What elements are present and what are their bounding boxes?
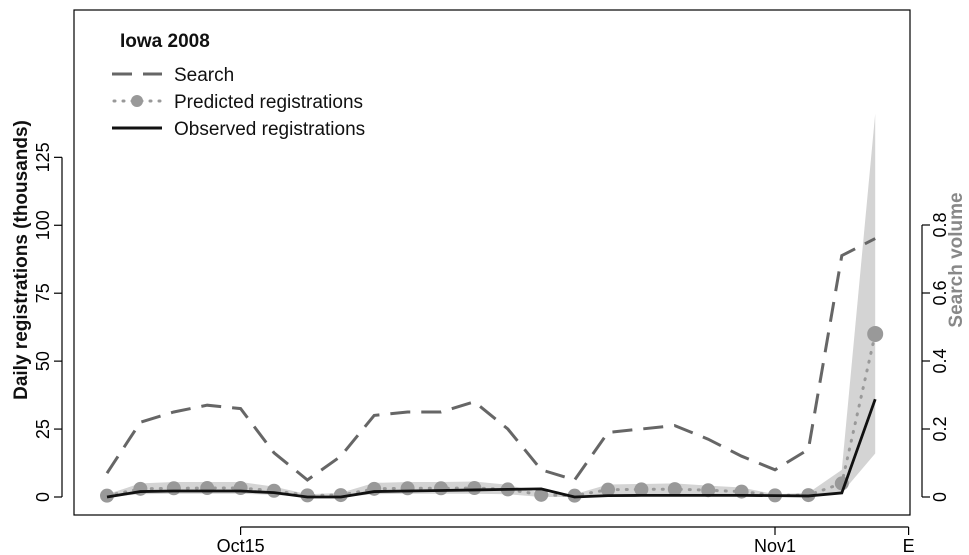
confidence-band [107,113,876,497]
y2-tick-label: 0.2 [930,416,950,441]
predicted-point [701,483,716,498]
predicted-point [233,481,248,496]
plot-frame [73,9,911,516]
y2-tick-label: 0.6 [930,280,950,305]
y2-tick-label: 0.4 [930,348,950,373]
y-tick-label: 0 [33,492,53,502]
y2-tick-label: 0.8 [930,212,950,237]
predicted-point [300,488,315,503]
y-tick-label: 125 [33,142,53,172]
axis-layer: 0 25 50 75 100 125 0 0.2 0.4 0.6 0.8 Oct15 Nov1 E [33,142,950,555]
legend: Search Predicted registrations Observed re… [112,65,365,140]
series-line-observed [106,398,877,499]
legend-label: Predicted registrations [174,92,363,113]
series-line-search [105,237,876,482]
predicted-point [467,481,482,496]
predicted-point [534,487,549,502]
y-tick-label: 50 [33,351,53,371]
predicted-point [333,488,348,503]
predicted-point [400,481,415,496]
predicted-point [667,482,682,497]
y-tick-label: 75 [33,283,53,303]
predicted-point [634,482,649,497]
predicted-point [166,481,181,496]
series-layer [100,237,884,503]
legend-item: Observed registrations [112,119,365,140]
predicted-point [200,481,215,496]
x-tick-label: Nov1 [754,536,796,555]
predicted-point [267,483,281,498]
legend-label: Observed registrations [174,119,365,140]
predicted-point [867,325,884,342]
y-tick-label: 25 [33,419,53,439]
chart-title: Iowa 2008 [120,31,210,52]
predicted-point [434,481,448,496]
y2-tick-label: 0 [930,492,950,502]
legend-swatch-predicted-point [131,95,143,107]
legend-item: Search [112,65,234,86]
y-tick-label: 100 [33,210,53,240]
legend-label: Search [174,65,234,86]
y2-axis-label: Search volume [946,192,967,327]
legend-item: Predicted registrations [112,92,363,113]
x-tick-label: E [903,536,915,555]
confidence-band-layer [107,113,876,497]
predicted-point [601,482,615,497]
y-axis-label: Daily registrations (thousands) [11,120,32,400]
x-tick-label: Oct15 [217,536,265,555]
